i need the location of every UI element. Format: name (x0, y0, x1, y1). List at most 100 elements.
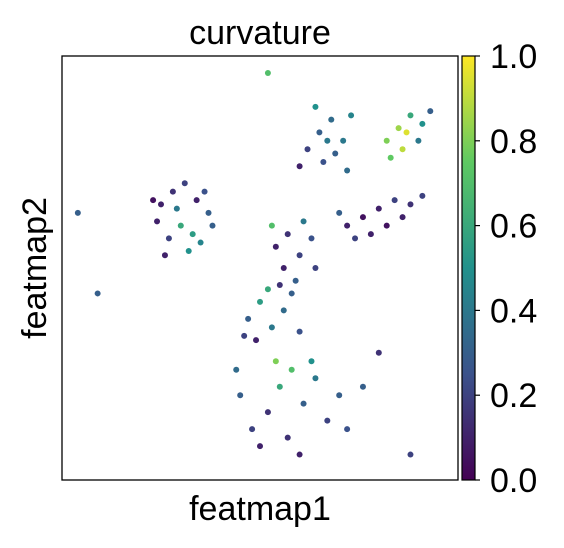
point (300, 218, 307, 225)
point (296, 163, 303, 170)
point (169, 188, 176, 195)
point (264, 286, 271, 293)
point (253, 337, 260, 344)
point (367, 231, 374, 238)
point (328, 116, 335, 123)
point (276, 383, 283, 390)
point (292, 277, 299, 284)
point (391, 197, 398, 204)
point (288, 290, 295, 297)
point (245, 315, 252, 322)
point (403, 129, 410, 136)
point (268, 324, 275, 331)
point (161, 252, 168, 259)
point (237, 392, 244, 399)
point (209, 222, 216, 229)
point (154, 218, 161, 225)
point (304, 146, 311, 153)
point (419, 192, 426, 199)
point (257, 443, 263, 450)
colorbar-tick-label: 0.6 (490, 208, 537, 246)
point (395, 125, 402, 132)
point (336, 392, 343, 399)
point (249, 426, 256, 433)
point (165, 235, 172, 242)
point (344, 426, 351, 433)
point (312, 103, 319, 110)
plot-frame (61, 55, 459, 481)
colorbar-tick-label: 0.4 (490, 292, 537, 330)
point (308, 358, 315, 365)
point (312, 375, 319, 382)
point (308, 235, 315, 242)
point (399, 214, 406, 221)
point (407, 451, 414, 458)
point (185, 248, 192, 255)
point (407, 201, 414, 208)
point (340, 137, 347, 144)
colorbar-tick-label: 0.2 (490, 377, 537, 415)
point (272, 243, 279, 250)
point (375, 205, 382, 212)
point (352, 235, 359, 242)
point (264, 409, 271, 416)
point (264, 69, 271, 76)
point (288, 366, 295, 373)
colorbar-tick-label: 1.0 (490, 38, 537, 76)
colorbar (461, 55, 476, 481)
point (383, 222, 390, 229)
point (173, 205, 180, 212)
point (344, 167, 351, 174)
point (344, 222, 351, 229)
point (193, 197, 200, 204)
point (387, 154, 394, 161)
point (399, 146, 406, 153)
point (177, 222, 184, 229)
point (233, 366, 240, 373)
point (312, 265, 319, 271)
point (284, 231, 291, 238)
point (407, 112, 414, 119)
point (241, 332, 248, 339)
point (427, 108, 434, 115)
point (383, 137, 390, 144)
point (74, 209, 81, 216)
point (257, 298, 263, 305)
point (280, 307, 287, 314)
point (280, 265, 287, 271)
point (284, 434, 291, 441)
point (336, 209, 343, 216)
point (94, 290, 101, 297)
point (375, 349, 382, 356)
point (359, 214, 366, 221)
point (415, 137, 422, 144)
point (268, 222, 275, 229)
point (205, 209, 212, 216)
point (316, 129, 323, 136)
colorbar-tick-label: 0.8 (490, 123, 537, 161)
x-axis-label: featmap1 (189, 490, 331, 528)
point (324, 417, 331, 424)
colorbar-tick-label: 0.0 (490, 462, 537, 500)
chart-title: curvature (189, 14, 331, 52)
point (197, 239, 204, 246)
point (419, 120, 426, 127)
point (189, 231, 196, 238)
point (158, 201, 164, 208)
point (201, 188, 208, 195)
point (348, 112, 355, 119)
point (296, 328, 303, 335)
y-axis-label: featmap2 (16, 197, 54, 339)
point (181, 180, 188, 187)
point (324, 137, 331, 144)
point (150, 197, 157, 204)
point (272, 358, 279, 365)
point (359, 383, 366, 390)
point (296, 451, 303, 458)
point (300, 400, 307, 407)
point (276, 281, 283, 288)
point (320, 159, 327, 165)
point (296, 252, 303, 259)
point (332, 150, 339, 157)
